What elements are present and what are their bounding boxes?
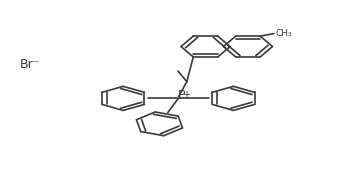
Text: Br⁻: Br⁻ <box>20 58 40 71</box>
Text: CH₃: CH₃ <box>275 29 292 38</box>
Text: P: P <box>177 89 185 102</box>
Text: +: + <box>182 90 190 100</box>
